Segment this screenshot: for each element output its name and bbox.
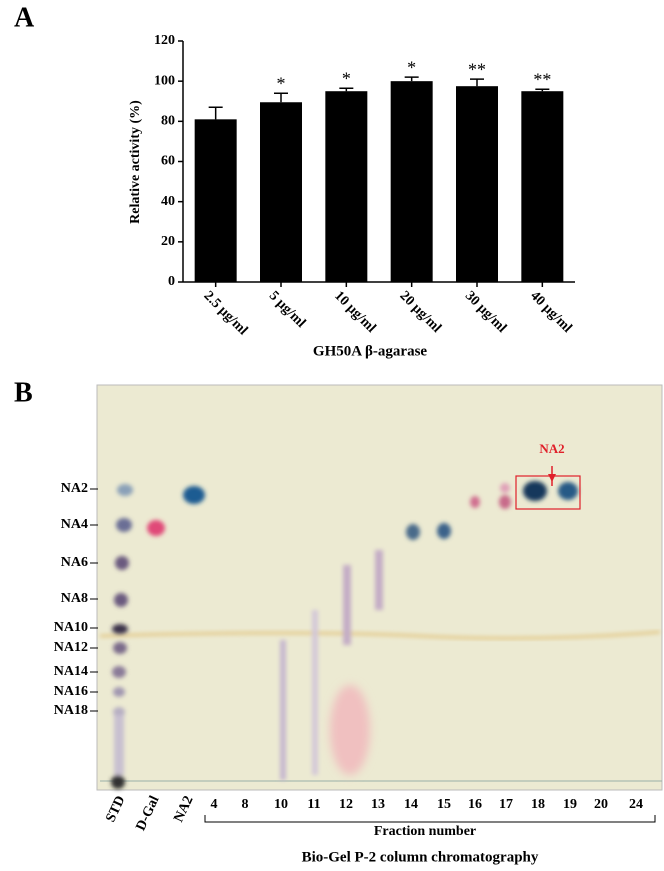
- y-tick-label: 40: [161, 194, 175, 209]
- fraction-label: 20: [594, 797, 608, 812]
- marker-label: NA14: [54, 664, 88, 679]
- y-tick-label: 80: [161, 114, 175, 129]
- error-bar: [339, 87, 354, 92]
- y-tick-label: 120: [154, 33, 175, 48]
- error-bar: [535, 88, 550, 92]
- y-tick-label: 100: [154, 73, 175, 88]
- marker-label: NA16: [54, 684, 88, 699]
- x-tick-label: 40 μg/ml: [527, 288, 574, 335]
- lane-label: D-Gal: [133, 794, 162, 834]
- lane-label: STD: [103, 794, 128, 825]
- fraction-label: 17: [499, 797, 513, 812]
- x-axis-label: Fraction number: [374, 824, 476, 839]
- error-bar: [470, 78, 484, 87]
- significance-label: *: [342, 68, 351, 88]
- caption: Bio-Gel P-2 column chromatography: [302, 849, 539, 865]
- fraction-label: 16: [468, 797, 482, 812]
- bar: [194, 119, 237, 282]
- marker-label: NA6: [61, 555, 88, 570]
- error-bar: [404, 76, 419, 82]
- marker-label: NA18: [54, 703, 88, 718]
- bar: [325, 91, 368, 282]
- marker-label: NA10: [54, 620, 88, 635]
- tlc-plate: NA2: [96, 384, 663, 791]
- marker-label: NA2: [61, 481, 88, 496]
- x-tick-label: 20 μg/ml: [397, 288, 444, 335]
- x-tick-label: 30 μg/ml: [462, 288, 509, 335]
- marker-label: NA4: [61, 517, 88, 532]
- box-label: NA2: [539, 441, 564, 456]
- bar: [260, 102, 302, 282]
- fraction-label: 8: [242, 797, 249, 812]
- arrow-head: [548, 474, 556, 482]
- marker-label: NA8: [61, 591, 88, 606]
- y-axis-label: Relative activity (%): [128, 100, 143, 224]
- solvent-front: [99, 630, 661, 640]
- fraction-bracket: [204, 815, 656, 823]
- significance-label: *: [277, 73, 286, 93]
- significance-label: **: [533, 69, 551, 89]
- lane-label: NA2: [171, 794, 196, 825]
- fraction-label: 14: [404, 797, 418, 812]
- spots: [111, 481, 578, 789]
- marker-label: NA12: [54, 640, 88, 655]
- error-bar: [274, 92, 288, 103]
- y-tick-label: 60: [161, 154, 175, 169]
- bar: [456, 86, 498, 282]
- bar: [390, 81, 433, 283]
- x-tick-label: 10 μg/ml: [331, 288, 378, 335]
- highlight-box: [515, 475, 581, 510]
- significance-label: *: [407, 57, 416, 77]
- fraction-label: 18: [531, 797, 545, 812]
- x-axis-label: GH50A β-agarase: [313, 343, 427, 359]
- fraction-label: 15: [437, 797, 451, 812]
- fraction-label: 12: [339, 797, 353, 812]
- fraction-label: 13: [371, 797, 385, 812]
- fraction-label: 10: [274, 797, 288, 812]
- error-bar: [208, 106, 223, 120]
- fraction-label: 4: [211, 797, 218, 812]
- y-tick-label: 20: [161, 234, 175, 249]
- fraction-label: 19: [563, 797, 577, 812]
- bar: [521, 91, 564, 282]
- fraction-label: 24: [629, 797, 643, 812]
- panel-label: B: [14, 377, 33, 408]
- significance-label: **: [468, 59, 486, 79]
- fraction-label: 11: [307, 797, 320, 812]
- x-tick-label: 5 μg/ml: [266, 288, 308, 330]
- x-tick-label: 2.5 μg/ml: [201, 288, 251, 338]
- panel-label: A: [14, 2, 35, 33]
- y-tick-label: 0: [168, 274, 175, 289]
